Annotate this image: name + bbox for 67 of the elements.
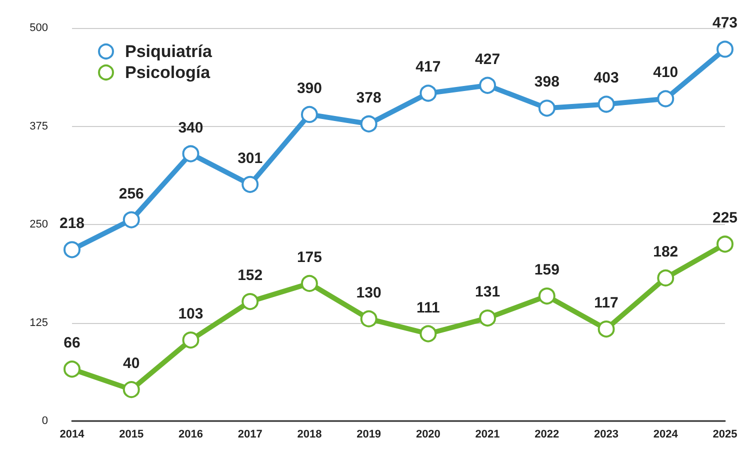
point: [182, 145, 200, 162]
x-tick-label: 2025: [712, 428, 738, 440]
data-label: 427: [475, 50, 500, 68]
data-label: 256: [118, 185, 144, 202]
legend-label: Psiquiatría: [125, 42, 212, 61]
point: [420, 325, 437, 342]
point: [716, 40, 734, 58]
x-tick-label: 2014: [60, 428, 86, 440]
point: [242, 293, 259, 310]
data-label: 130: [356, 284, 382, 302]
point: [598, 96, 615, 113]
data-label: 66: [64, 334, 80, 352]
data-label: 175: [296, 248, 322, 266]
y-tick-label: 250: [30, 218, 48, 230]
data-label: 103: [178, 306, 204, 323]
point: [64, 241, 80, 258]
point: [538, 100, 556, 117]
point: [657, 90, 674, 108]
x-tick-label: 2015: [119, 428, 144, 440]
x-tick-label: 2016: [178, 428, 203, 440]
point: [182, 332, 200, 349]
data-label: 159: [534, 262, 560, 279]
point: [479, 76, 496, 94]
point: [360, 115, 378, 132]
y-tick-label: 500: [30, 22, 48, 34]
legend-label: Psicología: [125, 63, 211, 82]
point: [538, 288, 556, 305]
data-label: 417: [416, 58, 441, 76]
point: [122, 211, 140, 228]
point: [598, 320, 615, 338]
x-tick-label: 2017: [238, 428, 262, 440]
y-tick-label: 0: [42, 415, 48, 427]
x-tick-label: 2024: [653, 428, 679, 440]
data-label: 117: [594, 294, 618, 312]
data-label: 398: [534, 74, 560, 91]
x-tick-label: 2019: [356, 428, 382, 440]
data-label: 131: [475, 284, 500, 301]
y-tick-label: 375: [30, 120, 48, 132]
x-tick-label: 2018: [297, 428, 322, 440]
point: [657, 269, 674, 286]
point: [242, 176, 259, 193]
x-tick-label: 2022: [534, 428, 560, 440]
data-label: 182: [653, 243, 678, 260]
point: [360, 310, 378, 328]
data-label: 225: [712, 210, 738, 227]
data-label: 473: [712, 14, 738, 32]
point: [300, 274, 318, 292]
x-tick-label: 2021: [475, 428, 500, 440]
point: [300, 106, 318, 123]
point: [479, 310, 496, 327]
data-label: 340: [178, 119, 204, 136]
data-label: 410: [653, 64, 678, 82]
point: [122, 381, 140, 398]
data-label: 301: [238, 150, 263, 167]
data-label: 378: [356, 89, 382, 106]
data-label: 218: [59, 215, 85, 232]
data-label: 403: [594, 70, 619, 87]
data-label: 40: [123, 355, 140, 372]
data-label: 152: [238, 267, 263, 284]
point: [716, 236, 734, 253]
x-tick-label: 2020: [416, 428, 440, 440]
point: [64, 360, 80, 378]
point: [420, 84, 437, 102]
data-label: 390: [296, 80, 322, 97]
data-label: 111: [416, 299, 440, 316]
x-tick-label: 2023: [594, 428, 619, 440]
y-tick-label: 125: [30, 316, 48, 329]
